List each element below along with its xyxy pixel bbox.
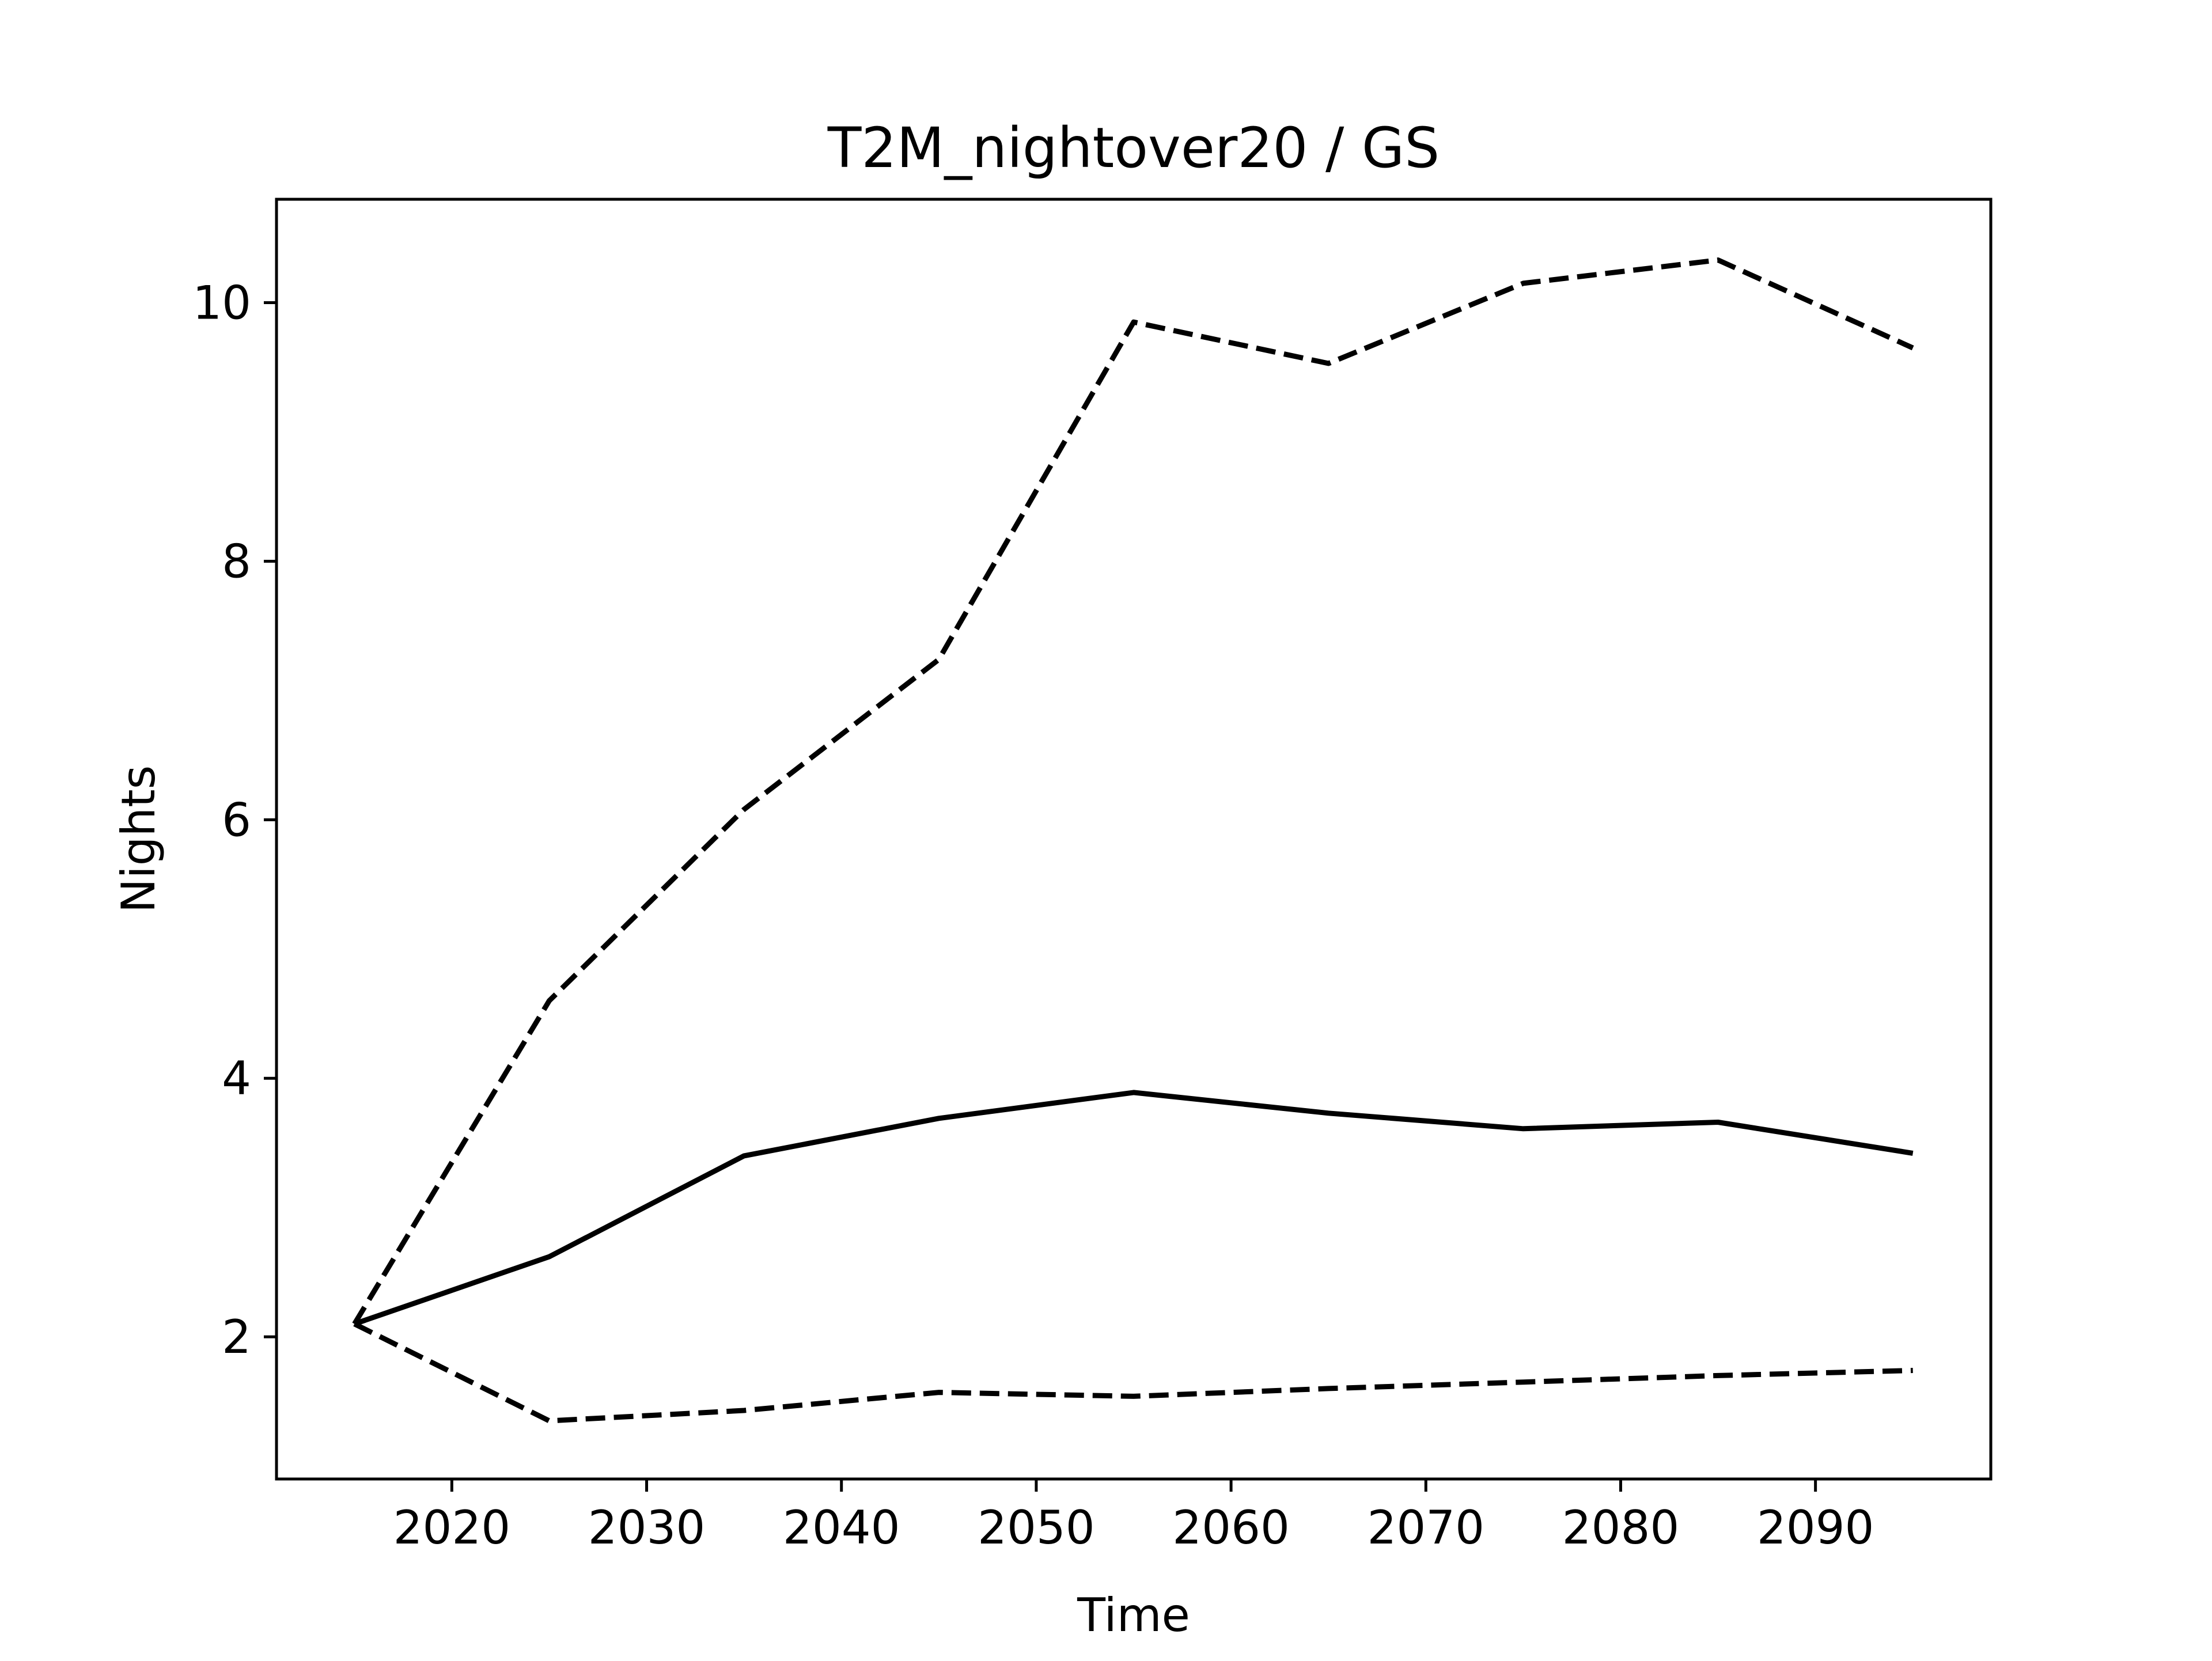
y-axis-label: Nights [112,765,165,913]
plot-area [352,257,1914,1424]
chart-title: T2M_nightover20 / GS [827,116,1440,180]
y-tick-label-1: 4 [222,1052,251,1105]
x-tick-label-6: 2080 [1562,1501,1680,1554]
x-tick-label-0: 2020 [393,1501,511,1554]
y-tick-label-4: 10 [192,276,251,330]
y-tick-label-3: 8 [222,534,251,588]
x-tick-label-5: 2070 [1367,1501,1484,1554]
x-tick-label-2: 2040 [783,1501,900,1554]
x-tick-label-4: 2060 [1172,1501,1290,1554]
series-line-1 [353,1090,1914,1326]
series-line-0 [352,257,1914,1326]
x-tick-label-3: 2050 [978,1501,1095,1554]
series-line-2 [353,1321,1913,1424]
plot-frame [275,198,1993,1481]
x-axis: 2020 2030 2040 2050 2060 2070 2080 2090 [393,1479,1874,1554]
x-tick-label-7: 2090 [1757,1501,1874,1554]
y-tick-label-0: 2 [222,1310,251,1364]
x-axis-label: Time [1077,1588,1190,1642]
y-tick-label-2: 6 [222,793,251,847]
y-axis: 2 4 6 8 10 [192,276,276,1364]
x-tick-label-1: 2030 [588,1501,706,1554]
